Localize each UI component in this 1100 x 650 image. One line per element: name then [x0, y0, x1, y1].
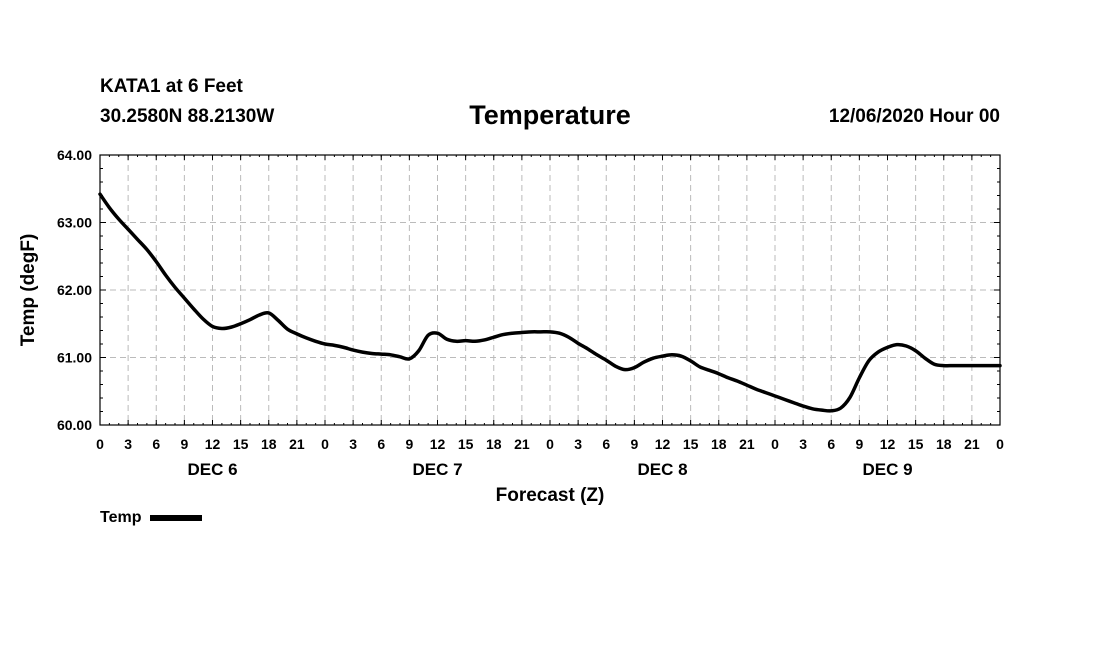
station-label: KATA1 at 6 Feet [100, 76, 243, 97]
x-tick-label: 3 [349, 436, 357, 452]
x-tick-label: 15 [908, 436, 924, 452]
y-tick-label: 61.00 [57, 350, 92, 366]
x-tick-label: 15 [458, 436, 474, 452]
x-tick-label: 15 [683, 436, 699, 452]
x-tick-label: 3 [124, 436, 132, 452]
x-tick-label: 9 [855, 436, 863, 452]
x-tick-label: 0 [996, 436, 1004, 452]
station-coordinates: 30.2580N 88.2130W [100, 106, 275, 127]
x-tick-label: 0 [771, 436, 779, 452]
legend-label: Temp [100, 509, 142, 526]
plot-frame [99, 154, 1001, 426]
x-tick-label: 9 [630, 436, 638, 452]
x-tick-label: 15 [233, 436, 249, 452]
x-tick-label: 0 [546, 436, 554, 452]
day-label: DEC 6 [187, 460, 237, 479]
x-tick-label: 6 [602, 436, 610, 452]
y-tick-label: 64.00 [57, 147, 92, 163]
x-tick-label: 3 [574, 436, 582, 452]
x-tick-label: 0 [321, 436, 329, 452]
x-tick-label: 9 [180, 436, 188, 452]
chart-title: Temperature [469, 100, 631, 130]
x-tick-label: 12 [880, 436, 896, 452]
day-label: DEC 8 [637, 460, 687, 479]
x-tick-label: 9 [405, 436, 413, 452]
x-tick-label: 6 [152, 436, 160, 452]
x-tick-label: 21 [964, 436, 980, 452]
day-label: DEC 9 [862, 460, 912, 479]
x-tick-label: 18 [261, 436, 277, 452]
legend: Temp [100, 509, 203, 527]
x-tick-label: 21 [514, 436, 530, 452]
x-tick-label: 18 [711, 436, 727, 452]
y-tick-label: 63.00 [57, 215, 92, 231]
x-tick-label: 3 [799, 436, 807, 452]
x-tick-label: 18 [936, 436, 952, 452]
x-tick-label: 12 [205, 436, 221, 452]
legend-swatch [150, 515, 203, 521]
temp-series-line [98, 192, 1002, 413]
x-tick-label: 6 [827, 436, 835, 452]
x-axis-label: Forecast (Z) [496, 485, 605, 506]
x-tick-label: 12 [655, 436, 671, 452]
x-tick-label: 0 [96, 436, 104, 452]
y-tick-label: 60.00 [57, 417, 92, 433]
x-tick-label: 18 [486, 436, 502, 452]
y-tick-label: 62.00 [57, 282, 92, 298]
x-tick-label: 21 [739, 436, 755, 452]
day-label: DEC 7 [412, 460, 462, 479]
x-tick-label: 6 [377, 436, 385, 452]
forecast-run-time: 12/06/2020 Hour 00 [828, 106, 1000, 127]
x-tick-label: 12 [430, 436, 446, 452]
y-axis-label: Temp (degF) [18, 234, 39, 347]
x-tick-label: 21 [289, 436, 305, 452]
